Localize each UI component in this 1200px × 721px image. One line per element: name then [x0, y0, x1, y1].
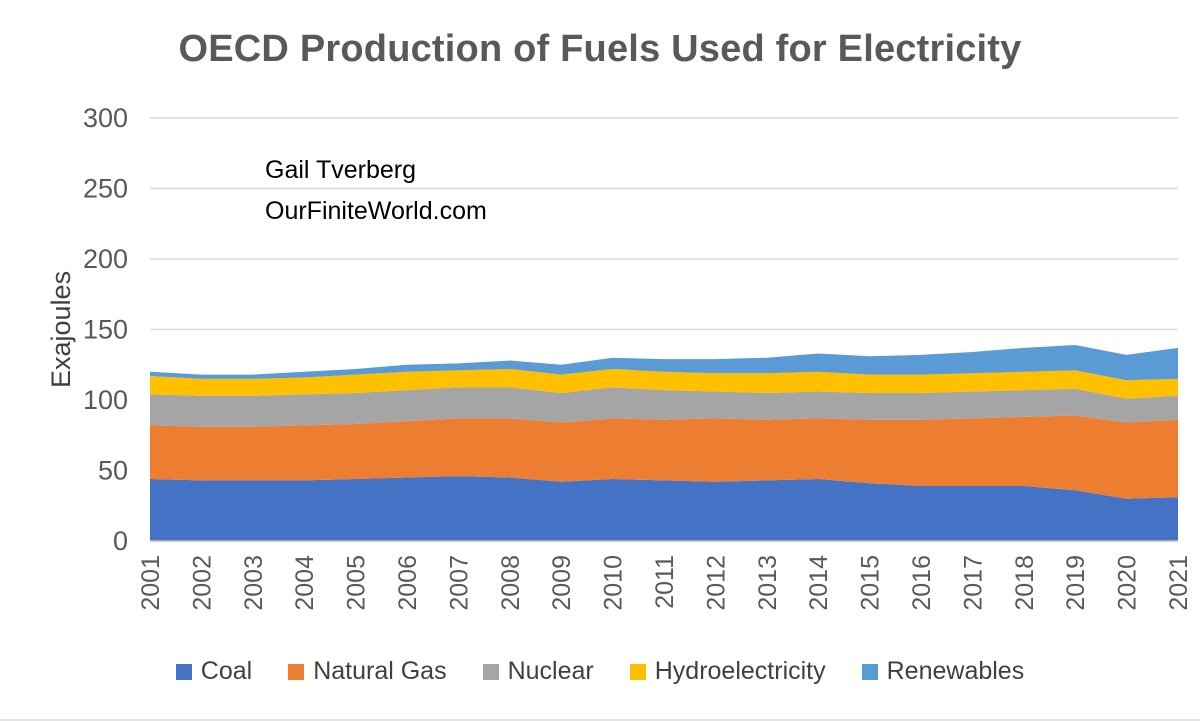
legend-label-hydroelectricity: Hydroelectricity: [654, 657, 826, 685]
chart-legend: Coal Natural Gas Nuclear Hydroelectricity Re…: [0, 657, 1200, 686]
x-tick-label: 2001: [137, 555, 165, 611]
legend-swatch-natural-gas: [288, 663, 305, 680]
y-tick-label: 200: [83, 244, 128, 274]
legend-item-hydroelectricity: Hydroelectricity: [629, 657, 826, 686]
x-tick-label: 2013: [754, 555, 782, 611]
annotation-text: Gail Tverberg OurFiniteWorld.com: [265, 150, 487, 232]
area-nuclear: [150, 387, 1178, 427]
area-coal: [150, 476, 1178, 541]
annotation-line-1: Gail Tverberg: [265, 156, 416, 184]
legend-item-renewables: Renewables: [861, 657, 1025, 686]
x-tick-label: 2020: [1114, 555, 1142, 611]
legend-item-natural-gas: Natural Gas: [288, 657, 447, 686]
x-tick-label: 2007: [445, 555, 473, 611]
stacked-area-chart: 0 50 100 150 200 250 300 2001 2002 2003 2004 2005 20…: [83, 103, 1193, 611]
x-tick-label: 2008: [497, 555, 525, 611]
legend-label-natural-gas: Natural Gas: [313, 657, 447, 685]
x-tick-label: 2014: [805, 555, 833, 611]
chart-title: OECD Production of Fuels Used for Electr…: [178, 28, 1022, 70]
y-tick-label: 100: [83, 385, 128, 415]
area-renewables: [150, 345, 1178, 381]
x-tick-label: 2010: [600, 555, 628, 611]
legend-label-nuclear: Nuclear: [507, 657, 594, 685]
y-tick-label: 50: [98, 456, 128, 486]
x-tick-label: 2005: [343, 555, 371, 611]
x-tick-label: 2021: [1165, 555, 1193, 611]
x-tick-label: 2018: [1011, 555, 1039, 611]
y-tick-label: 250: [83, 174, 128, 204]
x-tick-label: 2012: [702, 555, 730, 611]
area-hydroelectricity: [150, 368, 1178, 399]
x-tick-label: 2002: [188, 555, 216, 611]
legend-item-coal: Coal: [175, 657, 253, 686]
legend-swatch-nuclear: [482, 663, 499, 680]
x-tick-label: 2009: [548, 555, 576, 611]
x-tick-label: 2015: [857, 555, 885, 611]
legend-label-coal: Coal: [200, 657, 253, 685]
legend-label-renewables: Renewables: [886, 657, 1025, 685]
x-tick-label: 2019: [1062, 555, 1090, 611]
y-tick-label: 150: [83, 315, 128, 345]
x-tick-label: 2011: [651, 555, 679, 609]
legend-item-nuclear: Nuclear: [482, 657, 594, 686]
x-tick-label: 2017: [959, 555, 987, 611]
x-tick-label: 2003: [240, 555, 268, 611]
x-tick-label: 2016: [908, 555, 936, 611]
area-natural-gas: [150, 415, 1178, 499]
annotation-line-2: OurFiniteWorld.com: [265, 197, 487, 225]
legend-swatch-hydroelectricity: [629, 663, 646, 680]
y-tick-label: 300: [83, 103, 128, 133]
x-tick-label: 2004: [291, 555, 319, 611]
x-tick-label: 2006: [394, 555, 422, 611]
y-tick-label: 0: [113, 526, 128, 556]
legend-swatch-renewables: [861, 663, 878, 680]
legend-swatch-coal: [175, 663, 192, 680]
